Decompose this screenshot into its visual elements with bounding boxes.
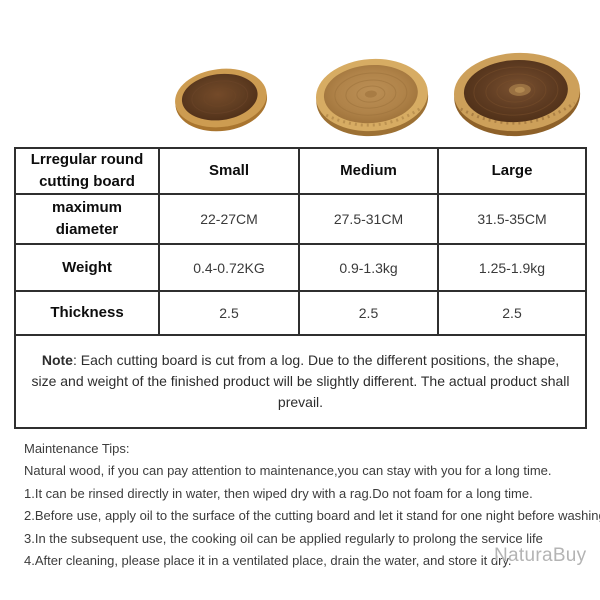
thickness-small-value: 2.5 [158, 290, 300, 336]
note-body: : Each cutting board is cut from a log. … [31, 352, 570, 410]
tip-line-intro: Natural wood, if you can pay attention t… [24, 463, 552, 479]
row-label-diameter: maximum diameter [14, 193, 160, 245]
large-board-image [454, 52, 582, 138]
table-row-weight: Weight 0.4-0.72KG 0.9-1.3kg 1.25-1.9kg [14, 243, 587, 292]
table-header-row: Lrregular round cutting board Small Medi… [14, 147, 587, 195]
column-header-medium: Medium [298, 147, 439, 195]
table-row-diameter: maximum diameter 22-27CM 27.5-31CM 31.5-… [14, 193, 587, 245]
medium-board-image [316, 58, 429, 137]
weight-large-value: 1.25-1.9kg [437, 243, 587, 292]
table-corner-header: Lrregular round cutting board [14, 147, 160, 195]
tip-line-2: 2.Before use, apply oil to the surface o… [24, 508, 600, 524]
size-table: Lrregular round cutting board Small Medi… [14, 147, 587, 429]
corner-header-line2: cutting board [39, 173, 135, 190]
diameter-label-line1: maximum [51, 199, 123, 216]
tips-title: Maintenance Tips: [24, 441, 130, 456]
thickness-large-value: 2.5 [437, 290, 587, 336]
column-header-small: Small [158, 147, 300, 195]
diameter-large-value: 31.5-35CM [437, 193, 587, 245]
row-label-weight: Weight [14, 243, 160, 292]
corner-header-line1: Lrregular round [30, 151, 144, 168]
naturabuy-watermark: NaturaBuy [494, 545, 587, 566]
weight-small-value: 0.4-0.72KG [158, 243, 300, 292]
weight-medium-value: 0.9-1.3kg [298, 243, 439, 292]
table-row-note: Note: Each cutting board is cut from a l… [14, 334, 587, 429]
small-board-image [175, 68, 268, 132]
row-label-thickness: Thickness [14, 290, 160, 336]
table-row-thickness: Thickness 2.5 2.5 2.5 [14, 290, 587, 336]
thickness-medium-value: 2.5 [298, 290, 439, 336]
column-header-large: Large [437, 147, 587, 195]
diameter-label-line2: diameter [55, 221, 119, 238]
tip-line-4: 4.After cleaning, please place it in a v… [24, 553, 512, 569]
note-bold-prefix: Note [41, 352, 73, 368]
tip-line-3: 3.In the subsequent use, the cooking oil… [24, 530, 543, 546]
diameter-small-value: 22-27CM [158, 193, 300, 245]
diameter-medium-value: 27.5-31CM [298, 193, 439, 245]
tip-line-1: 1.It can be rinsed directly in water, th… [24, 485, 533, 501]
maintenance-tips: Maintenance Tips: Natural wood, if you c… [24, 438, 600, 572]
note-text: Note: Each cutting board is cut from a l… [14, 334, 587, 429]
